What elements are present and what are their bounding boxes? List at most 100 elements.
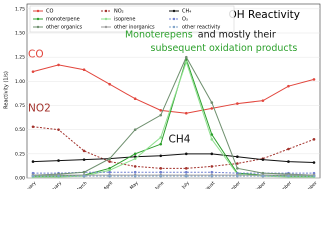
data-point	[31, 70, 35, 73]
data-point	[159, 174, 163, 178]
x-tick-label: October	[250, 180, 267, 189]
legend-marker	[104, 25, 108, 29]
x-tick-label: April	[103, 180, 115, 189]
annotation: NO2	[28, 102, 51, 114]
data-point	[236, 171, 239, 175]
data-point	[82, 170, 86, 174]
data-point	[57, 128, 60, 131]
data-point	[57, 159, 60, 162]
x-tick-label: May	[129, 180, 140, 189]
y-tick-label: 0.00	[15, 176, 25, 182]
data-point	[312, 161, 316, 164]
legend-label: other organics	[46, 25, 82, 31]
data-point	[312, 174, 316, 178]
series-line	[32, 56, 315, 176]
data-point	[210, 133, 214, 136]
data-point	[287, 147, 290, 151]
data-point	[31, 160, 35, 163]
data-point	[133, 165, 137, 168]
y-tick-label: 1.00	[15, 79, 25, 85]
legend-marker	[104, 9, 108, 13]
data-point	[82, 68, 86, 72]
legend-label: monoterpene	[46, 17, 80, 23]
data-point	[261, 158, 265, 161]
y-tick-label: 0.25	[15, 151, 25, 157]
data-point	[210, 101, 214, 104]
annotation: Monoterepens	[125, 29, 193, 40]
chart: Reactivity (1/s) OH Reactivity 0.00 0.25 0…	[4, 3, 321, 189]
data-point	[210, 165, 214, 168]
legend-marker	[172, 17, 176, 21]
data-point	[236, 167, 239, 170]
data-point	[31, 174, 35, 178]
data-point	[312, 78, 316, 81]
data-point	[133, 97, 137, 101]
legend-marker	[36, 17, 40, 21]
y-tick-label: 0.50	[15, 127, 25, 133]
legend-label: CH₄	[182, 9, 191, 15]
data-point	[261, 171, 265, 175]
legend-label: NO₂	[114, 9, 124, 15]
legend-label: other inorganics	[114, 25, 155, 31]
x-tick-label: December	[298, 180, 319, 189]
y-tick-label: 1.25	[15, 55, 25, 61]
data-point	[210, 138, 214, 141]
x-tick-label: July	[180, 180, 191, 189]
data-point	[133, 174, 137, 178]
x-tick-label: February	[45, 180, 64, 189]
data-point	[184, 60, 188, 64]
y-tick-label: 1.50	[15, 31, 25, 37]
x-tick-label: January	[20, 180, 37, 189]
data-point	[287, 160, 290, 163]
data-point	[210, 107, 214, 110]
data-point	[57, 174, 60, 178]
data-point	[184, 111, 188, 115]
legend-label: isoprene	[114, 17, 136, 23]
data-point	[236, 174, 239, 178]
data-point	[108, 170, 111, 174]
legend-marker	[172, 25, 176, 29]
x-tick-label: September	[220, 180, 242, 189]
legend-label: other reactivity	[182, 25, 220, 31]
data-point	[184, 170, 188, 174]
data-point	[108, 174, 111, 178]
data-point	[133, 152, 137, 156]
annotation: CO	[28, 48, 44, 60]
x-tick-label: June	[153, 180, 165, 189]
data-point	[287, 174, 290, 178]
chart-title: OH Reactivity	[229, 9, 301, 21]
data-point	[184, 167, 188, 170]
data-point	[210, 152, 214, 156]
data-point	[159, 170, 163, 174]
data-point	[108, 160, 111, 163]
series-line	[32, 153, 315, 164]
data-point	[108, 167, 111, 170]
data-point	[108, 82, 111, 86]
data-point	[133, 157, 137, 160]
data-point	[184, 174, 188, 178]
data-point	[31, 125, 35, 129]
legend-label: O₃	[182, 17, 188, 23]
data-point	[287, 84, 290, 88]
data-point	[184, 55, 188, 59]
data-point	[261, 99, 265, 102]
data-point	[159, 113, 163, 117]
data-point	[159, 109, 163, 112]
y-axis-label: Reactivity (1/s)	[4, 71, 10, 109]
legend-marker	[104, 17, 108, 21]
series-line	[33, 57, 314, 177]
data-point	[108, 168, 111, 172]
annotation: subsequent oxidation products	[151, 43, 298, 54]
data-point	[312, 138, 316, 141]
data-point	[210, 174, 214, 178]
y-tick-label: 0.75	[15, 103, 25, 109]
x-tick-label: March	[75, 180, 89, 189]
data-point	[236, 155, 239, 159]
legend-marker	[36, 25, 40, 29]
data-point	[133, 155, 137, 159]
legend-box	[29, 5, 235, 33]
data-point	[133, 170, 137, 174]
data-point	[312, 171, 316, 175]
data-point	[261, 174, 265, 178]
legend-label: CO	[46, 9, 53, 15]
